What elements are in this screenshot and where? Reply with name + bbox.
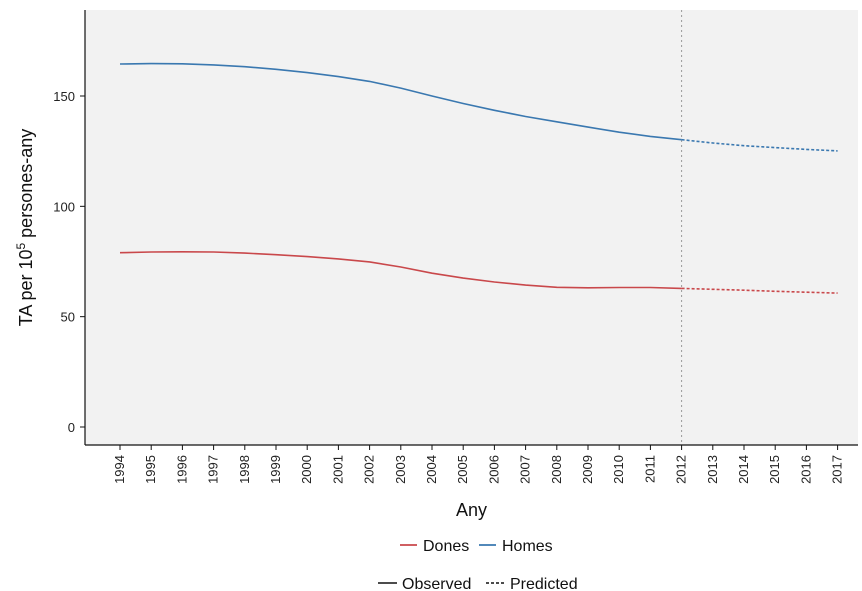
y-tick-label: 150: [53, 89, 75, 104]
x-tick-label: 2013: [705, 455, 720, 484]
y-tick-label: 100: [53, 199, 75, 214]
series-line-predicted: [681, 287, 838, 294]
x-tick-label: 1999: [268, 455, 283, 484]
legend-label: Dones: [423, 538, 469, 555]
x-tick-label: 2000: [299, 455, 314, 484]
y-axis-title-suffix: persones-any: [16, 129, 36, 243]
x-tick-label: 2003: [393, 455, 408, 484]
x-tick-label: 2001: [330, 455, 345, 484]
legend-label: Homes: [502, 538, 553, 555]
x-tick-label: 2008: [549, 455, 564, 484]
series-line-observed: [119, 250, 682, 290]
y-axis-ticks: 0 50 100 150: [53, 89, 85, 435]
legend-label: Predicted: [510, 576, 578, 591]
x-axis-title: Any: [456, 500, 487, 520]
x-tick-label: 1998: [237, 455, 252, 484]
x-tick-label: 1994: [112, 455, 127, 484]
legend-series: Dones Homes: [400, 538, 553, 555]
x-tick-label: 2017: [830, 455, 845, 484]
legend-label: Observed: [402, 576, 471, 591]
x-tick-label: 2005: [455, 455, 470, 484]
x-tick-label: 2016: [798, 455, 813, 484]
y-tick-label: 0: [68, 420, 75, 435]
x-tick-label: 1997: [206, 455, 221, 484]
legend-linetype: Observed Predicted: [378, 576, 578, 591]
x-tick-label: 2009: [580, 455, 595, 484]
plot-panel: [85, 10, 858, 445]
x-tick-label: 2006: [486, 455, 501, 484]
x-tick-label: 2015: [767, 455, 782, 484]
x-tick-label: 2007: [518, 455, 533, 484]
x-tick-label: 2004: [424, 455, 439, 484]
x-tick-label: 2014: [736, 455, 751, 484]
series-line-predicted: [681, 138, 838, 152]
x-tick-label: 2002: [362, 455, 377, 484]
y-axis-title: TA per 105 persones-any: [14, 129, 36, 326]
series-line-observed: [119, 62, 682, 141]
x-tick-label: 2012: [674, 455, 689, 484]
y-axis-title-superscript: 5: [14, 243, 28, 250]
x-tick-label: 1996: [174, 455, 189, 484]
x-tick-label: 1995: [143, 455, 158, 484]
y-tick-label: 50: [61, 310, 75, 325]
y-axis-title-main: TA per 10: [16, 250, 36, 327]
series-layer: [119, 62, 838, 294]
x-axis-ticks: 1994 1995 1996 1997 1998 1999 2000 2001 2002 2003…: [112, 445, 845, 484]
x-tick-label: 2010: [611, 455, 626, 484]
x-tick-label: 2011: [642, 455, 657, 483]
